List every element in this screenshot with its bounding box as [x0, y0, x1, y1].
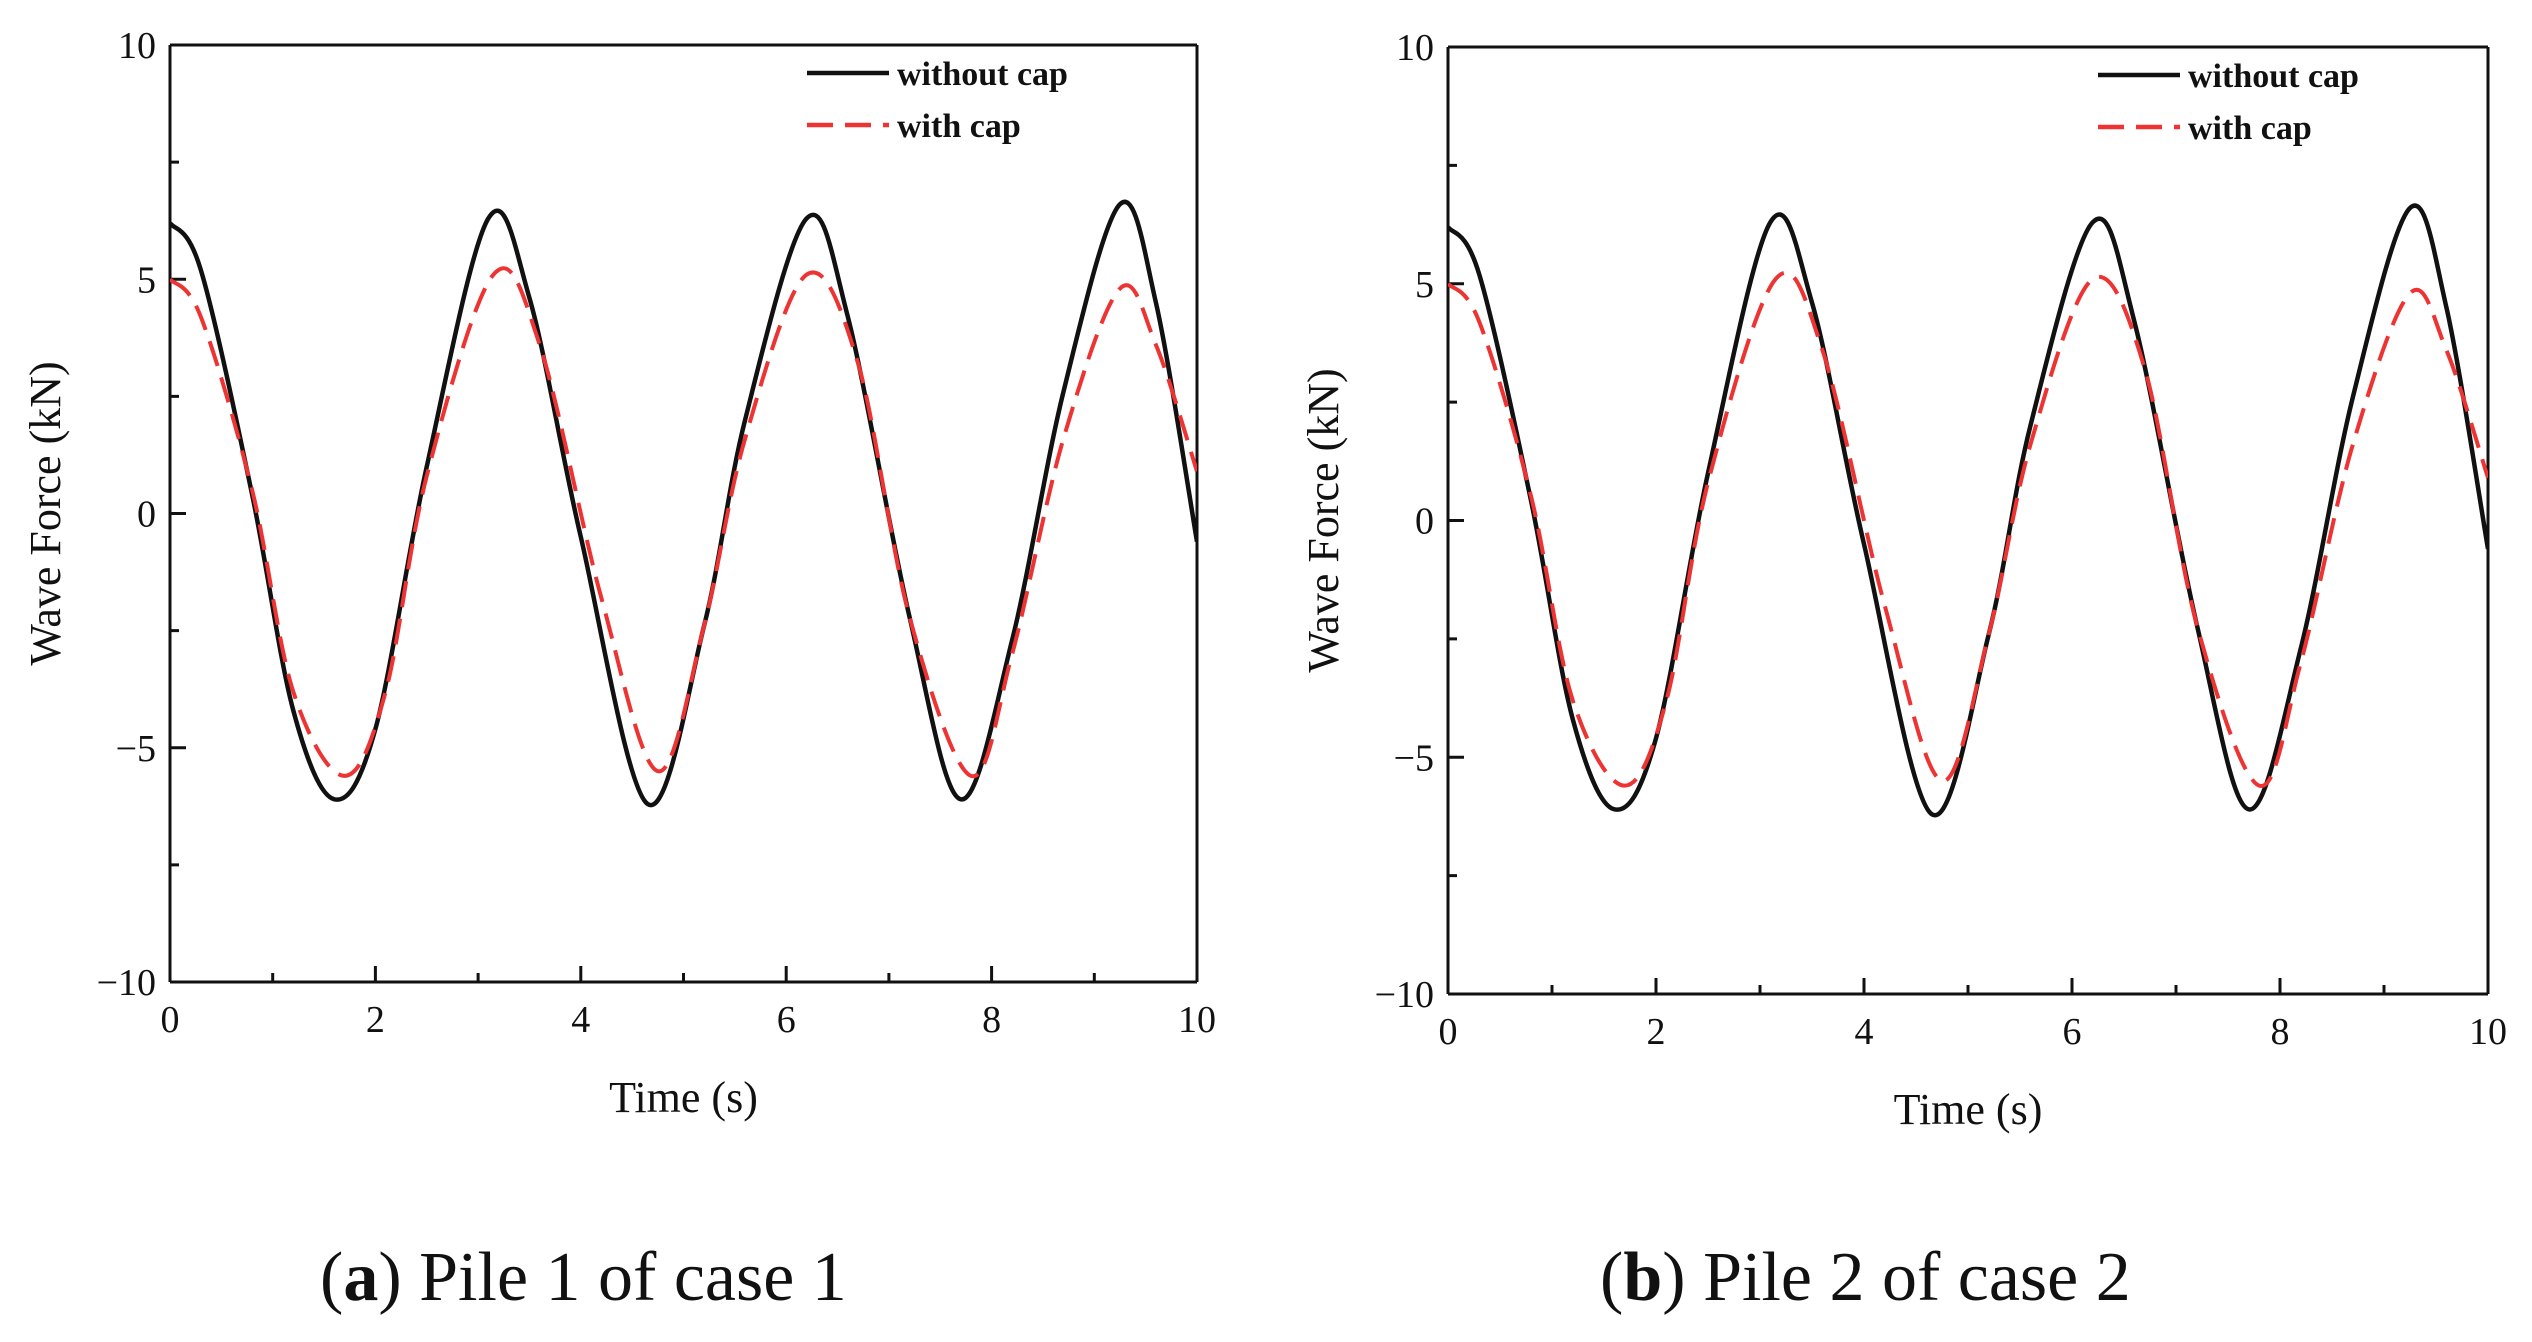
- chart-panel-a: 0 2 4 6 8 10 −10 −5 0 5 10 Time (s) Wave Force (kN) w…: [21, 25, 1216, 1316]
- legend-label: without cap: [2188, 58, 2359, 95]
- series-line-without-cap: [1448, 203, 2488, 818]
- y-tick-label: 5: [1415, 264, 1434, 306]
- y-axis-title: Wave Force (kN): [1299, 368, 1348, 672]
- y-tick-label: −10: [1375, 974, 1434, 1016]
- y-tick-label: −10: [97, 962, 156, 1004]
- x-tick-label: 8: [982, 999, 1001, 1041]
- x-axis-title: Time (s): [609, 1073, 758, 1122]
- legend-label: with cap: [897, 108, 1021, 145]
- x-tick-label: 0: [1439, 1011, 1458, 1053]
- x-tick-label: 10: [2469, 1011, 2507, 1053]
- caption-close-paren: ): [378, 1239, 419, 1316]
- caption-close-paren: ): [1662, 1239, 1703, 1316]
- x-tick-label: 2: [1647, 1011, 1666, 1053]
- caption-open-paren: (: [320, 1239, 343, 1316]
- caption-letter: a: [343, 1239, 378, 1316]
- plot-area: [1448, 203, 2488, 818]
- x-tick-label: 6: [2063, 1011, 2082, 1053]
- caption-open-paren: (: [1600, 1239, 1623, 1316]
- legend-label: without cap: [897, 56, 1068, 93]
- x-tick-label: 2: [366, 999, 385, 1041]
- y-tick-label: 10: [1396, 27, 1434, 69]
- chart-panel-b: 0 2 4 6 8 10 −10 −5 0 5 10 Time (s) Wave Force (kN) w…: [1299, 27, 2507, 1316]
- y-tick-label: −5: [116, 728, 156, 770]
- y-tick-label: −5: [1394, 737, 1434, 779]
- x-tick-label: 4: [1855, 1011, 1874, 1053]
- y-tick-label: 0: [137, 494, 156, 536]
- y-tick-label: 10: [118, 25, 156, 67]
- legend-label: with cap: [2188, 110, 2312, 147]
- caption-letter: b: [1623, 1239, 1662, 1316]
- x-tick-label: 10: [1178, 999, 1216, 1041]
- panel-caption: (a) Pile 1 of case 1: [320, 1239, 847, 1316]
- x-tick-label: 6: [777, 999, 796, 1041]
- y-tick-label: 5: [137, 259, 156, 301]
- x-axis-title: Time (s): [1894, 1085, 2043, 1134]
- x-tick-label: 0: [161, 999, 180, 1041]
- x-tick-label: 4: [571, 999, 590, 1041]
- x-tick-label: 8: [2271, 1011, 2290, 1053]
- caption-text: Pile 2 of case 2: [1703, 1239, 2131, 1316]
- caption-text: Pile 1 of case 1: [419, 1239, 847, 1316]
- panel-caption: (b) Pile 2 of case 2: [1600, 1239, 2131, 1316]
- y-tick-label: 0: [1415, 501, 1434, 543]
- plot-area: [170, 199, 1197, 808]
- series-line-with-cap: [170, 266, 1197, 778]
- series-line-with-cap: [1448, 270, 2488, 788]
- y-axis-title: Wave Force (kN): [21, 361, 70, 665]
